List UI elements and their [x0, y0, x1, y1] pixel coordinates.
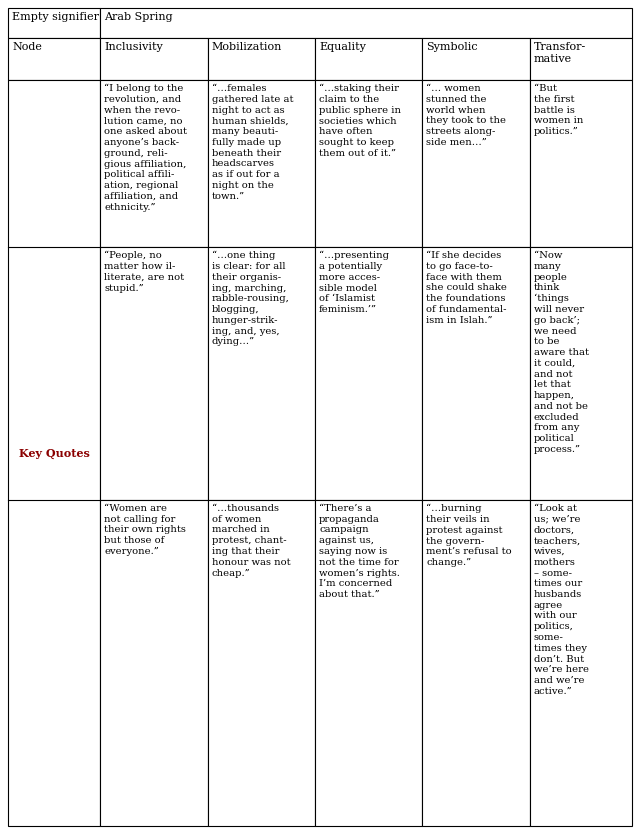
Text: Equality: Equality — [319, 42, 366, 52]
Bar — [100, 38, 207, 80]
Text: Transfor-
mative: Transfor- mative — [534, 42, 586, 64]
Bar — [315, 80, 422, 247]
Bar — [100, 8, 632, 38]
Text: “Women are
not calling for
their own rights
but those of
everyone.”: “Women are not calling for their own rig… — [104, 504, 186, 556]
Text: Arab Spring: Arab Spring — [104, 12, 173, 22]
Text: Key Quotes: Key Quotes — [19, 448, 90, 459]
Text: “…females
gathered late at
night to act as
human shields,
many beauti-
fully mad: “…females gathered late at night to act … — [212, 84, 293, 200]
Bar — [100, 500, 207, 826]
Text: “…presenting
a potentially
more acces-
sible model
of ‘Islamist
feminism.’”: “…presenting a potentially more acces- s… — [319, 251, 389, 314]
Bar — [8, 80, 100, 826]
Text: Empty signifier: Empty signifier — [12, 12, 99, 22]
Bar — [207, 80, 315, 247]
Text: Mobilization: Mobilization — [212, 42, 282, 52]
Text: “People, no
matter how il-
literate, are not
stupid.”: “People, no matter how il- literate, are… — [104, 251, 184, 293]
Bar — [422, 500, 530, 826]
Bar — [8, 38, 100, 80]
Bar — [100, 247, 207, 500]
Bar — [422, 38, 530, 80]
Bar — [315, 38, 422, 80]
Bar — [100, 80, 207, 247]
Text: “I belong to the
revolution, and
when the revo-
lution came, no
one asked about
: “I belong to the revolution, and when th… — [104, 84, 188, 212]
Bar — [207, 247, 315, 500]
Text: Node: Node — [12, 42, 42, 52]
Text: “…thousands
of women
marched in
protest, chant-
ing that their
honour was not
ch: “…thousands of women marched in protest,… — [212, 504, 291, 577]
Bar — [315, 500, 422, 826]
Text: “Look at
us; we’re
doctors,
teachers,
wives,
mothers
– some-
times our
husbands
: “Look at us; we’re doctors, teachers, wi… — [534, 504, 589, 696]
Bar — [422, 247, 530, 500]
Bar — [530, 38, 632, 80]
Bar — [530, 80, 632, 247]
Bar — [530, 500, 632, 826]
Bar — [315, 247, 422, 500]
Text: Inclusivity: Inclusivity — [104, 42, 163, 52]
Text: “… women
stunned the
world when
they took to the
streets along-
side men…”: “… women stunned the world when they too… — [426, 84, 506, 147]
Bar — [422, 80, 530, 247]
Text: “…one thing
is clear: for all
their organis-
ing, marching,
rabble-rousing,
blog: “…one thing is clear: for all their orga… — [212, 251, 289, 346]
Text: “If she decides
to go face-to-
face with them
she could shake
the foundations
of: “If she decides to go face-to- face with… — [426, 251, 508, 324]
Bar — [8, 8, 100, 38]
Text: “But
the first
battle is
women in
politics.”: “But the first battle is women in politi… — [534, 84, 583, 136]
Text: “…staking their
claim to the
public sphere in
societies which
have often
sought : “…staking their claim to the public sphe… — [319, 84, 401, 158]
Bar — [207, 38, 315, 80]
Text: “Now
many
people
think
‘things
will never
go back’;
we need
to be
aware that
it : “Now many people think ‘things will neve… — [534, 251, 589, 454]
Bar — [207, 500, 315, 826]
Text: “…burning
their veils in
protest against
the govern-
ment’s refusal to
change.”: “…burning their veils in protest against… — [426, 504, 512, 567]
Text: Symbolic: Symbolic — [426, 42, 478, 52]
Text: “There’s a
propaganda
campaign
against us,
saying now is
not the time for
women’: “There’s a propaganda campaign against u… — [319, 504, 400, 599]
Bar — [530, 247, 632, 500]
